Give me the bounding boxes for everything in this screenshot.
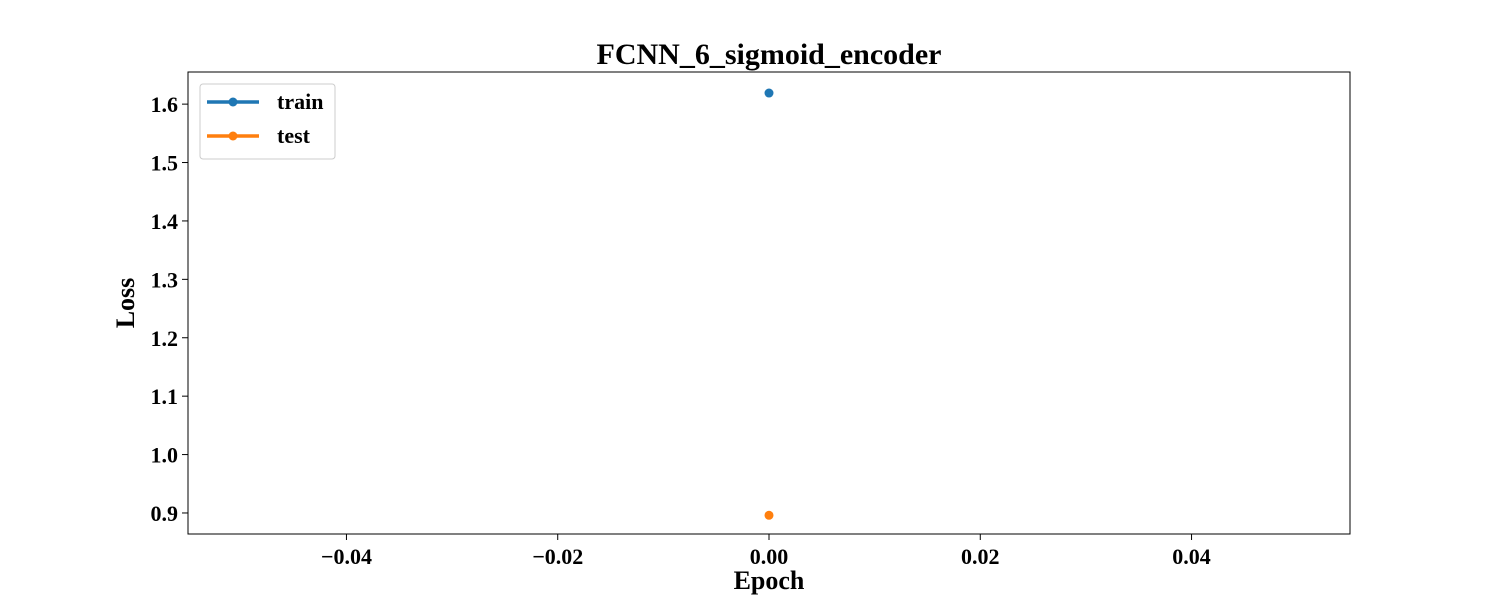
x-axis-label: Epoch [734, 566, 805, 595]
legend-test-marker [228, 131, 238, 141]
x-tick-label: 0.02 [961, 544, 1000, 569]
x-tick-label: −0.02 [532, 544, 583, 569]
chart-title: FCNN_6_sigmoid_encoder [597, 38, 942, 71]
y-axis-ticks: 0.9 1.0 1.1 1.2 1.3 1.4 1.5 1.6 [151, 92, 188, 526]
y-tick-label: 1.0 [151, 443, 179, 468]
legend: train test [199, 83, 336, 160]
x-tick-label: 0.04 [1172, 544, 1211, 569]
legend-train-marker [228, 97, 238, 107]
legend-test-label: test [277, 123, 311, 148]
train-data-point [764, 88, 774, 98]
y-tick-label: 0.9 [151, 501, 179, 526]
y-axis-label: Loss [111, 278, 140, 329]
y-tick-label: 1.3 [151, 267, 179, 292]
x-axis-ticks: −0.04 −0.02 0.00 0.02 0.04 [321, 534, 1211, 569]
legend-train-label: train [277, 89, 323, 114]
y-tick-label: 1.2 [151, 326, 179, 351]
data-points [764, 88, 774, 520]
plot-area-frame [187, 71, 1351, 535]
y-tick-label: 1.5 [151, 151, 179, 176]
y-tick-label: 1.1 [151, 384, 179, 409]
test-data-point [764, 510, 774, 520]
y-tick-label: 1.4 [151, 209, 179, 234]
x-tick-label: −0.04 [321, 544, 372, 569]
y-tick-label: 1.6 [151, 92, 179, 117]
x-tick-label: 0.00 [750, 544, 789, 569]
